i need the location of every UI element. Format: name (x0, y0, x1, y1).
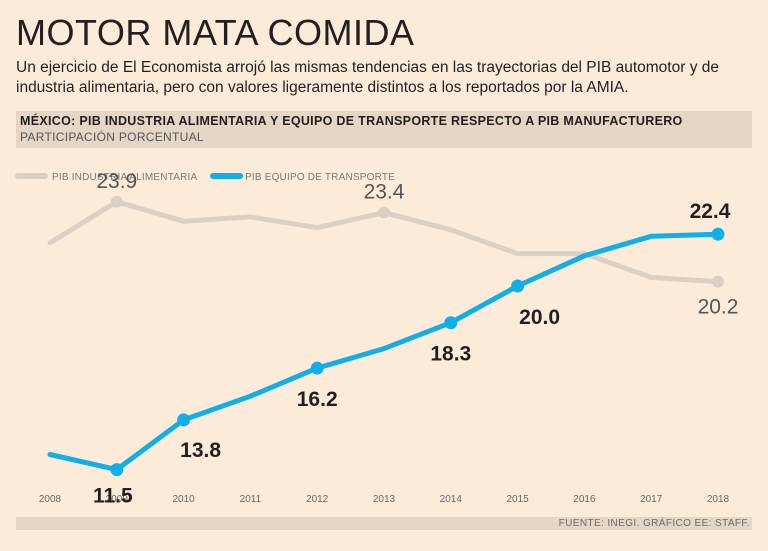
data-point (177, 413, 191, 427)
x-tick-label: 2017 (640, 494, 663, 505)
x-tick-label: 2012 (306, 494, 329, 505)
data-point (711, 227, 725, 241)
source-note: FUENTE: INEGI. GRÁFICO EE: STAFF. (558, 518, 750, 529)
data-point (511, 279, 525, 293)
legend-label-food: PIB INDUSTRIA ALIMENTARIA (52, 172, 198, 183)
x-tick-label: 2008 (39, 494, 62, 505)
legend-label-transport: PIB EQUIPO DE TRANSPORTE (245, 172, 395, 183)
data-label: 23.4 (364, 181, 405, 204)
data-label: 18.3 (430, 343, 471, 366)
page-title: MOTOR MATA COMIDA (16, 12, 415, 53)
data-point (444, 316, 458, 330)
series-transport: 11.5 13.8 16.2 18.3 20.0 22.4 (47, 200, 731, 508)
data-label: 20.0 (519, 306, 560, 329)
footer-band (16, 517, 752, 530)
data-point (310, 361, 324, 375)
data-label: 13.8 (180, 439, 221, 462)
data-label: 22.4 (690, 200, 731, 223)
x-tick-label: 2013 (373, 494, 396, 505)
subtitle: Un ejercicio de El Economista arrojó las… (16, 59, 719, 96)
data-point (110, 463, 124, 477)
x-tick-label: 2015 (506, 494, 529, 505)
legend: PIB INDUSTRIA ALIMENTARIA PIB EQUIPO DE … (15, 172, 395, 183)
x-tick-label: 2016 (573, 494, 596, 505)
series-line-transport (47, 231, 721, 473)
data-point (110, 195, 123, 208)
chart-subtitle: PARTICIPACIÓN PORCENTUAL (20, 130, 204, 144)
x-tick-label: 2011 (240, 494, 262, 505)
x-tick-label: 2018 (707, 494, 730, 505)
chart-title: MÉXICO: PIB INDUSTRIA ALIMENTARIA Y EQUI… (20, 114, 683, 128)
data-label: 23.9 (96, 170, 137, 193)
series-food: 23.9 23.4 20.2 (47, 170, 739, 319)
plot-area: 2008 2009 2010 2011 2012 2013 2014 2015 2016 2017… (39, 170, 739, 508)
data-label: 20.2 (698, 296, 739, 319)
x-tick-label: 2009 (106, 494, 129, 505)
x-tick-label: 2010 (172, 494, 195, 505)
data-point (378, 206, 390, 219)
x-tick-label: 2014 (440, 494, 463, 505)
chart-header-band (16, 111, 752, 148)
data-point (712, 275, 724, 288)
data-label: 11.5 (93, 485, 133, 508)
data-label: 16.2 (297, 388, 338, 411)
